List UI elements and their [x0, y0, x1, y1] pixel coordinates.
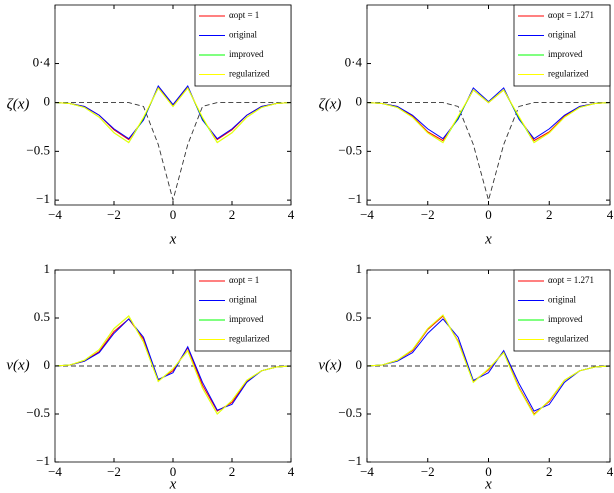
x-axis-label: x: [169, 476, 177, 492]
y-axis-label: v(x): [318, 357, 341, 373]
x-axis-label: x: [484, 231, 492, 247]
y-tick-label: −1: [36, 453, 50, 468]
y-tick-label: −0.5: [26, 405, 50, 420]
x-axis-label: x: [169, 231, 177, 247]
legend-label: original: [548, 295, 576, 305]
data-line: [54, 318, 292, 411]
data-line: [366, 89, 611, 142]
legend-label: regularized: [229, 334, 270, 344]
data-line: [366, 89, 611, 144]
axes-frame: [54, 269, 292, 463]
legend-box: [513, 269, 611, 352]
y-tick-label: −0.5: [26, 142, 50, 157]
y-axis-label: v(x): [6, 357, 29, 373]
axes-frame: [54, 4, 292, 206]
data-line: [54, 318, 292, 412]
legend-label: αopt = 1.271: [548, 10, 594, 20]
legend-label: original: [548, 30, 576, 40]
x-tick-label: 2: [546, 207, 553, 222]
legend-label: regularized: [229, 69, 270, 79]
legend-label: αopt = 1: [229, 275, 259, 285]
y-tick-label: 0.5: [34, 309, 50, 324]
data-line: [366, 87, 611, 140]
x-tick-label: 0: [170, 207, 177, 222]
y-tick-label: −1: [348, 453, 362, 468]
x-tick-label: −2: [107, 207, 121, 222]
data-line: [54, 86, 292, 144]
x-tick-label: 0: [485, 207, 492, 222]
legend-label: original: [229, 295, 257, 305]
axes-frame: [366, 269, 611, 463]
x-tick-label: 0: [485, 464, 492, 479]
x-tick-label: 4: [288, 464, 295, 479]
data-line: [366, 314, 611, 416]
legend-label: improved: [548, 49, 583, 59]
y-tick-label: 0: [44, 94, 51, 109]
x-tick-label: −4: [48, 464, 62, 479]
axes-frame: [366, 4, 611, 206]
y-tick-label: 1: [44, 261, 51, 276]
y-axis-label: ζ(x): [7, 96, 30, 112]
data-line: [54, 86, 292, 141]
y-tick-label: 1: [356, 261, 363, 276]
x-tick-label: −2: [421, 464, 435, 479]
x-tick-label: 4: [288, 207, 295, 222]
y-tick-label: −0.5: [338, 142, 362, 157]
x-tick-label: −2: [421, 207, 435, 222]
y-tick-label: 0: [356, 94, 363, 109]
y-tick-label: −1: [348, 191, 362, 206]
y-tick-label: 0: [356, 357, 363, 372]
y-tick-label: 0.5: [346, 309, 362, 324]
legend-label: improved: [548, 314, 583, 324]
x-axis-label: x: [484, 476, 492, 492]
y-tick-label: 0·4: [33, 55, 51, 70]
legend-label: improved: [229, 314, 264, 324]
legend-label: αopt = 1.271: [548, 275, 594, 285]
data-line: [366, 318, 611, 412]
legend-box: [194, 269, 292, 352]
x-tick-label: 4: [607, 464, 614, 479]
x-tick-label: 2: [229, 207, 236, 222]
legend-label: αopt = 1: [229, 10, 259, 20]
reference-curve: [367, 102, 610, 202]
x-tick-label: 0: [170, 464, 177, 479]
y-tick-label: 0: [44, 357, 51, 372]
x-tick-label: 4: [607, 207, 614, 222]
x-tick-label: −4: [48, 207, 62, 222]
x-tick-label: 2: [546, 464, 553, 479]
x-tick-label: 2: [229, 464, 236, 479]
x-tick-label: −4: [360, 207, 374, 222]
legend-box: [194, 4, 292, 87]
legend-box: [513, 4, 611, 87]
legend-label: regularized: [548, 69, 589, 79]
legend-label: original: [229, 30, 257, 40]
x-tick-label: −4: [360, 464, 374, 479]
data-line: [54, 315, 292, 415]
y-tick-label: −0.5: [338, 405, 362, 420]
data-line: [54, 87, 292, 144]
legend-label: improved: [229, 49, 264, 59]
data-line: [366, 89, 611, 144]
y-tick-label: 0·4: [345, 55, 363, 70]
y-axis-label: ζ(x): [319, 96, 342, 112]
x-tick-label: −2: [107, 464, 121, 479]
data-line: [54, 85, 292, 140]
reference-curve: [55, 102, 291, 202]
y-tick-label: −1: [36, 191, 50, 206]
legend-label: regularized: [548, 334, 589, 344]
